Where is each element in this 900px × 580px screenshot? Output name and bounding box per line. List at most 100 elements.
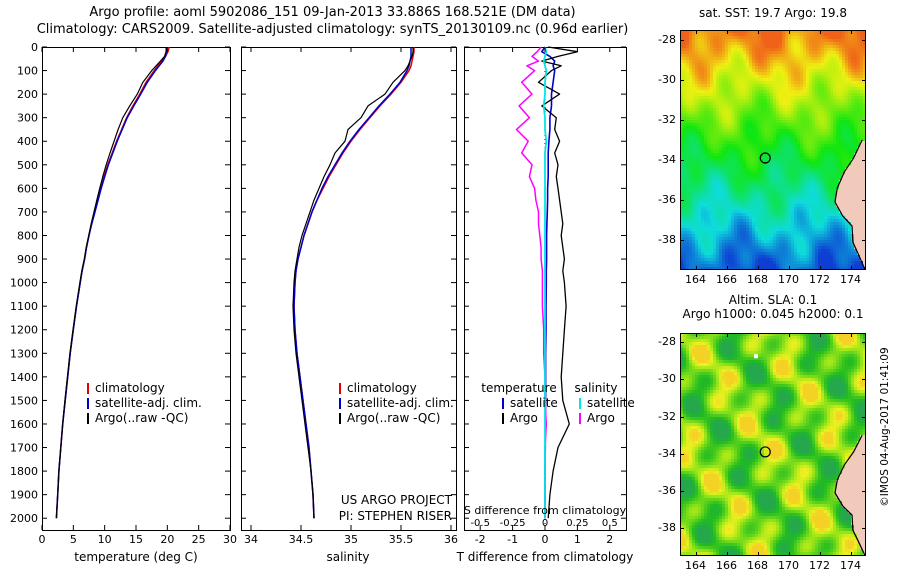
series-satellite-adj-clim- [55,46,168,519]
map-y-tick-label: -32 [658,409,676,423]
y-tick-label: 1800 [10,465,38,478]
y-tick-label: 200 [17,88,38,101]
series-argo-s-diff [515,46,548,519]
map-y-tick-label: -34 [658,153,676,166]
map-y-tick-label: -28 [658,33,676,46]
map-x-tick-label: 166 [716,559,737,572]
y-tick-label: 300 [17,112,38,125]
x-tick-label: 36 [444,533,458,546]
sst-map [680,30,866,270]
y-tick-label: 2000 [10,512,38,525]
figure-header: Argo profile: aoml 5902086_151 09-Jan-20… [0,4,665,38]
legend-label: climatology [347,381,417,395]
legend-label: Argo [510,411,538,425]
x-tick-label: 35.5 [389,533,414,546]
series-satellite-t-diff [540,46,556,519]
map-x-tick-label: 174 [840,559,861,572]
y-tick-label: 600 [17,182,38,195]
map-y-tick-label: -38 [658,521,676,535]
legend-label: satellite-adj. clim. [95,396,202,410]
y-tick-label: 900 [17,253,38,266]
x-tick-label: 25 [192,533,206,546]
y-tick-label: 500 [17,159,38,172]
project-note-line1: US ARGO PROJECT [340,493,452,507]
header-line2: Climatology: CARS2009. Satellite-adjuste… [36,22,629,37]
map-x-tick-label: 168 [747,273,768,286]
legend-label: climatology [95,381,165,395]
series-climatology [293,47,415,519]
legend-label: Argo(..raw -QC) [347,411,440,425]
map-y-tick-label: -36 [658,483,676,497]
legend-label: Argo [587,411,615,425]
x-tick-label: 34.5 [289,533,314,546]
y-tick-label: 1000 [10,277,38,290]
axes-frame [42,47,231,531]
map-y-tick-label: -36 [658,193,676,206]
salinity-axis-label: salinity [326,550,370,564]
map-x-tick-label: 168 [747,559,768,572]
y-tick-label: 700 [17,206,38,219]
legend-column-header: temperature [481,381,556,395]
y-tick-label: 400 [17,135,38,148]
series-climatology [55,46,170,519]
header-line1: Argo profile: aoml 5902086_151 09-Jan-20… [89,5,576,20]
map-x-tick-label: 174 [840,273,861,286]
x-tick-label: 0 [39,533,46,546]
map-x-tick-label: 170 [778,273,799,286]
x-tick-label: 10 [98,533,112,546]
y-tick-label: 0 [31,41,38,54]
imos-credit: ©IMOS 04-Aug-2017 01:41:09 [879,347,891,507]
map-x-tick-label: 172 [809,273,830,286]
x-tick-label: -2 [475,533,486,546]
map-x-tick-label: 172 [809,559,830,572]
x-tick-label: 5 [70,533,77,546]
temperature-axis-label: temperature (deg C) [74,550,198,564]
x-tick-label: 20 [160,533,174,546]
sst-map-title: sat. SST: 19.7 Argo: 19.8 [698,6,848,20]
project-notes: US ARGO PROJECT PI: STEPHEN RISER [339,492,452,524]
x-tick-label: 35 [344,533,358,546]
map-x-tick-label: 164 [685,559,706,572]
y-tick-label: 1500 [10,394,38,407]
project-note-line2: PI: STEPHEN RISER [338,509,452,523]
legend-label: satellite [510,396,558,410]
series-satellite-adj-clim- [293,47,412,519]
salinity-profile-panel: 34 34.5 35 35.5 36 climatologysatellite-adj. … [241,46,458,546]
x-tick-label: 1 [574,533,581,546]
s-tick-label: 0.5 [602,518,618,529]
s-tick-label: -0.25 [500,518,526,529]
sla-map [680,333,866,556]
map-y-tick-label: -38 [658,233,676,246]
map-y-tick-label: -32 [658,113,676,126]
series-argo-raw-qc- [292,47,414,519]
temperature-profile-panel: 0 5 10 15 20 25 300100200300400500600700800900… [10,41,237,546]
y-tick-label: 1300 [10,347,38,360]
legend-label: satellite-adj. clim. [347,396,454,410]
x-tick-label: 15 [129,533,143,546]
map-y-tick-label: -30 [658,372,676,386]
legend-label: satellite [587,396,635,410]
map-y-tick-label: -34 [658,446,676,460]
map-x-tick-label: 166 [716,273,737,286]
x-tick-label: 34 [244,533,258,546]
x-tick-label: 30 [223,533,237,546]
map-y-tick-label: -28 [658,335,676,349]
y-tick-label: 1100 [10,300,38,313]
s-difference-axis-label: S difference from climatology [463,504,627,517]
s-tick-label: -0.5 [470,518,490,529]
y-tick-label: 1200 [10,324,38,337]
s-tick-label: 0.25 [566,518,588,529]
difference-profile-panel: -2 -1 0 1 2-0.5 -0.25 0 0.25 0.5temperaturesatel… [464,46,635,546]
y-tick-label: 800 [17,229,38,242]
legend-label: Argo(..raw -QC) [95,411,188,425]
x-tick-label: 0 [542,533,549,546]
y-tick-label: 1700 [10,442,38,455]
map-y-tick-label: -30 [658,73,676,86]
sla-map-title-line2: Argo h1000: 0.045 h2000: 0.1 [682,307,864,321]
y-tick-label: 1400 [10,371,38,384]
y-tick-label: 1900 [10,489,38,502]
t-difference-axis-label: T difference from climatology [456,550,634,564]
x-tick-label: 2 [606,533,613,546]
